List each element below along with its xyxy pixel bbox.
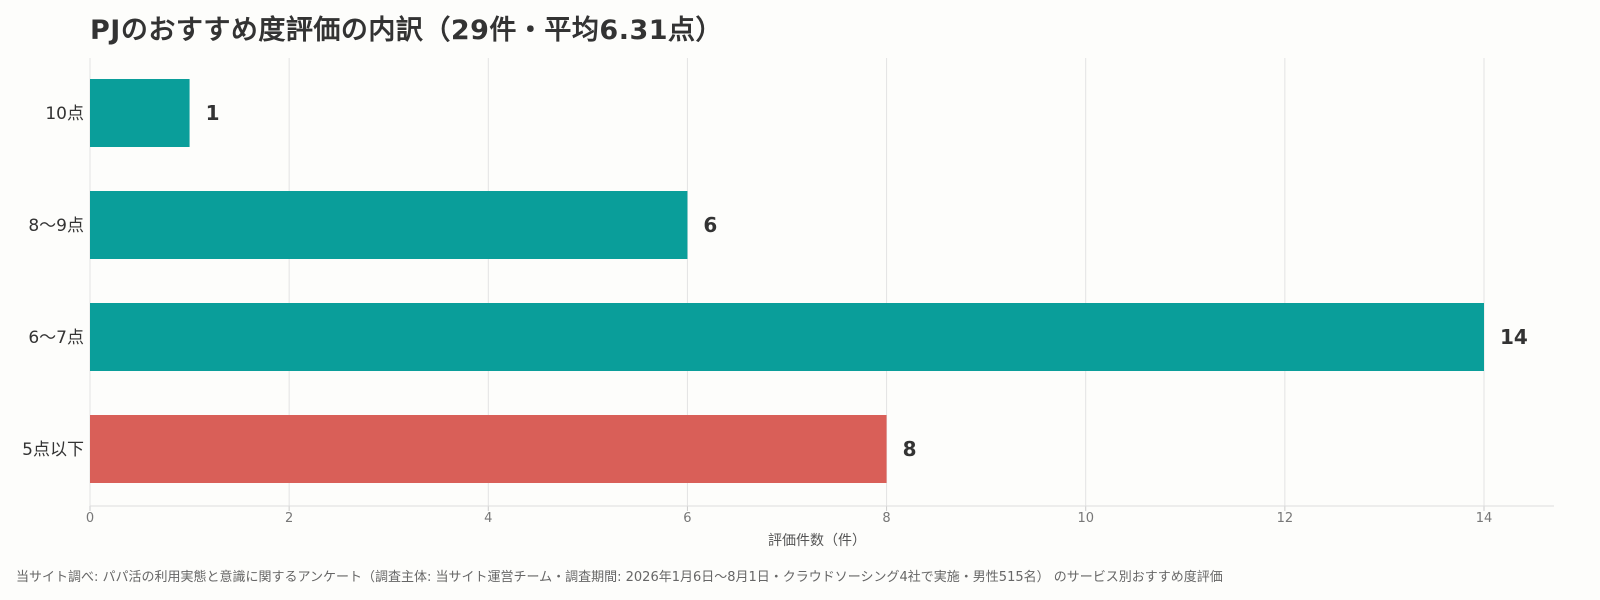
value-label: 6 <box>703 213 717 237</box>
x-tick-label: 4 <box>484 511 492 526</box>
category-label: 8〜9点 <box>28 216 84 236</box>
bar <box>90 415 887 483</box>
x-tick-label: 0 <box>86 511 94 526</box>
category-label: 6〜7点 <box>28 328 84 348</box>
bar <box>90 79 190 147</box>
source-note: 当サイト調べ: パパ活の利用実態と意識に関するアンケート（調査主体: 当サイト運… <box>16 570 1223 585</box>
category-label: 5点以下 <box>22 440 84 460</box>
x-tick-label: 2 <box>285 511 293 526</box>
x-axis: 0 2 4 6 8 10 12 14 <box>86 505 1554 526</box>
chart-title: PJのおすすめ度評価の内訳（29件・平均6.31点） <box>90 15 724 46</box>
x-tick-label: 6 <box>683 511 691 526</box>
x-tick-label: 10 <box>1077 511 1094 526</box>
bar <box>90 191 688 259</box>
value-label: 1 <box>206 101 220 125</box>
x-tick-label: 14 <box>1476 511 1493 526</box>
bars: 10点 1 8〜9点 6 6〜7点 14 5点以下 8 <box>22 79 1528 483</box>
x-tick-label: 12 <box>1277 511 1294 526</box>
value-label: 14 <box>1500 325 1528 349</box>
value-label: 8 <box>903 437 917 461</box>
category-label: 10点 <box>45 104 84 124</box>
x-tick-label: 8 <box>882 511 890 526</box>
bar <box>90 303 1484 371</box>
x-axis-title: 評価件数（件） <box>768 533 866 549</box>
